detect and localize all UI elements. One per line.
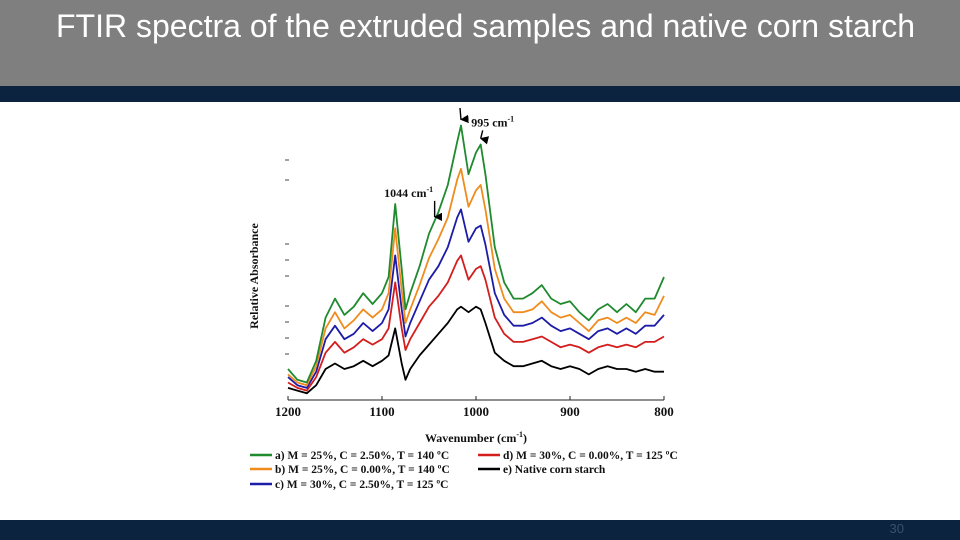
x-tick-label: 800 bbox=[654, 404, 674, 419]
legend-entry: d) M = 30%, C = 0.00%, T = 125 ºC bbox=[503, 450, 678, 462]
chart-series bbox=[287, 124, 665, 395]
legend-entry: e) Native corn starch bbox=[503, 464, 606, 476]
y-axis-label: Relative Absorbance bbox=[247, 222, 261, 328]
series-line bbox=[287, 124, 665, 384]
slide-title: FTIR spectra of the extruded samples and… bbox=[56, 8, 916, 44]
footer-bar bbox=[0, 520, 960, 540]
page-number: 30 bbox=[889, 521, 904, 536]
legend-entry: a) M = 25%, C = 2.50%, T = 140 ºC bbox=[275, 450, 449, 462]
legend-entry: b) M = 25%, C = 0.00%, T = 140 ºC bbox=[275, 464, 450, 476]
annotation-arrow bbox=[479, 130, 490, 145]
chart-legend: a) M = 25%, C = 2.50%, T = 140 ºC b) M = … bbox=[250, 450, 678, 491]
x-tick-label: 1100 bbox=[369, 404, 394, 419]
series-line bbox=[287, 305, 664, 395]
annotation-label: 995 cm-1 bbox=[471, 114, 514, 129]
series-line bbox=[287, 167, 665, 387]
x-axis-label: Wavenumber (cm-1) bbox=[425, 430, 527, 445]
legend-entry: c) M = 30%, C = 2.50%, T = 125 ºC bbox=[275, 479, 448, 491]
annotation-arrow bbox=[459, 108, 469, 124]
annotation-label: 1044 cm-1 bbox=[384, 185, 433, 200]
chart-axes: 1200 1100 1000 900 800 bbox=[275, 159, 674, 419]
x-tick-label: 900 bbox=[560, 404, 580, 419]
series-line bbox=[287, 208, 665, 389]
x-tick-label: 1000 bbox=[463, 404, 489, 419]
title-bar bbox=[0, 0, 960, 86]
series-line bbox=[287, 254, 665, 392]
title-stripe bbox=[0, 86, 960, 102]
x-tick-label: 1200 bbox=[275, 404, 301, 419]
